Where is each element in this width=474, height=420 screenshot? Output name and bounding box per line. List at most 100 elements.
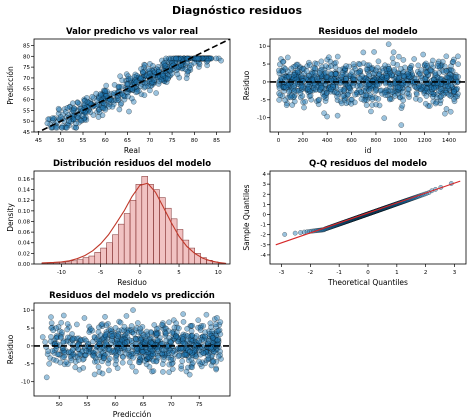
data-point [83,338,90,344]
data-point [168,357,174,363]
data-point [373,86,379,92]
data-point [428,84,434,91]
data-point [398,65,404,72]
data-point [133,368,139,375]
y-tick-label: 10 [259,44,266,50]
data-point [60,339,67,346]
data-point [298,230,303,235]
x-tick-label: 75 [196,402,203,408]
data-point [130,354,136,361]
data-point [154,331,160,337]
data-point [98,92,104,99]
data-point [187,348,193,355]
axes-frame [269,38,467,133]
data-point [90,112,97,118]
data-point [176,352,183,359]
data-point [369,102,375,108]
data-point [163,55,169,62]
data-point [346,84,352,91]
x-tick-label: 0 [366,270,370,276]
data-point [285,82,292,89]
data-point [214,315,220,321]
x-tick-label: 65 [140,402,147,408]
data-point [136,354,143,360]
data-point [127,75,134,82]
data-point [372,67,379,74]
x-tick-label: 1200 [418,138,432,144]
data-point [413,91,420,98]
data-point [289,102,296,108]
data-point [283,102,290,109]
y-tick-label: 75 [23,65,30,71]
histogram-bar [159,197,166,264]
data-point [57,114,64,120]
data-point [371,49,377,55]
data-point [189,322,196,329]
plot-area [41,176,227,264]
data-point [349,96,355,103]
data-point [75,357,82,363]
data-point [68,109,75,116]
data-point [333,59,339,66]
y-tick-label: 65 [23,87,30,93]
data-point [160,320,166,326]
data-point [369,94,376,101]
data-point [398,122,405,128]
data-point [443,53,450,60]
data-point [91,353,98,360]
data-point [64,334,71,341]
y-tick-label: 2 [263,192,267,198]
data-point [447,108,454,115]
data-point [66,118,72,124]
data-point [105,357,111,364]
data-point [446,91,452,98]
data-point [99,321,106,327]
data-point [143,337,150,344]
data-point [418,67,424,73]
data-point [339,72,346,78]
data-point [197,324,204,331]
x-tick-label: 1 [395,270,399,276]
data-point [162,62,169,69]
data-point [117,350,124,356]
data-point [318,58,325,65]
data-point [204,57,211,64]
data-point [89,327,96,334]
data-point [437,94,443,101]
data-point [138,75,144,81]
data-point [185,68,192,74]
data-point [328,86,334,93]
data-point [374,64,381,71]
data-point [89,93,96,100]
data-point [215,353,222,360]
data-point [198,323,205,329]
data-point [338,80,344,86]
data-point [91,358,98,365]
data-point [203,311,210,318]
data-point [185,333,191,339]
data-point [181,351,188,358]
data-point [163,330,169,337]
figure-title: Diagnóstico residuos [172,4,303,17]
data-point [453,86,460,93]
data-point [178,363,185,369]
data-point [149,79,155,85]
data-point [320,93,327,100]
data-point [299,93,306,99]
data-point [449,59,456,65]
reference-line [275,180,461,246]
y-tick-label: 0.02 [18,251,30,257]
data-point [53,357,60,364]
data-point [45,116,51,123]
data-point [54,351,61,358]
data-point [366,87,372,94]
data-point [204,62,210,69]
data-point [280,69,286,75]
data-point [383,73,390,79]
data-point [50,327,56,334]
data-point [437,75,444,82]
data-point [451,89,457,95]
data-point [364,62,370,68]
